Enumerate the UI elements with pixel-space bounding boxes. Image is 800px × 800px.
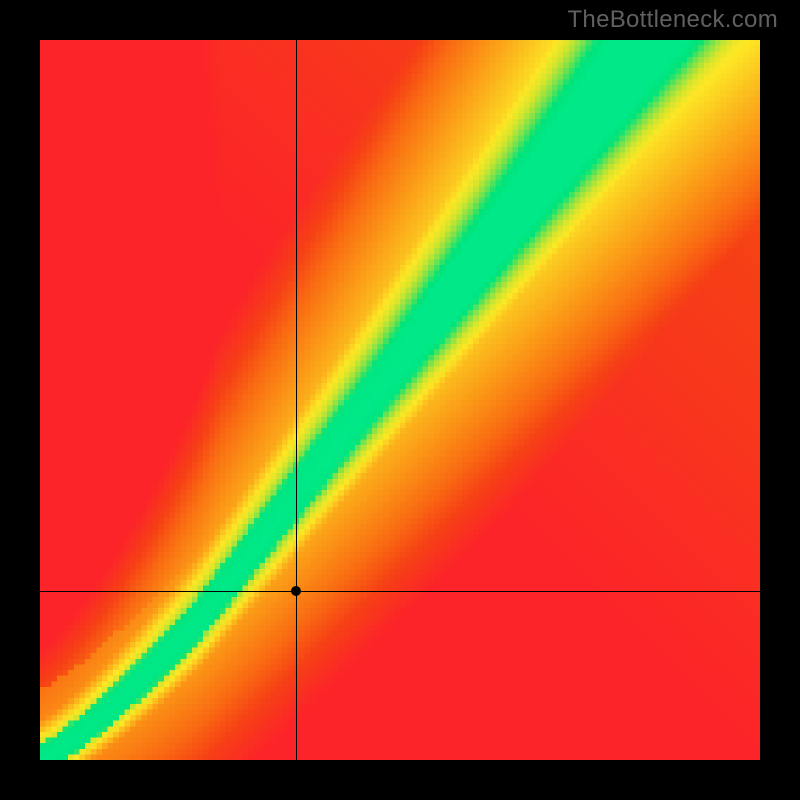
watermark-text: TheBottleneck.com xyxy=(567,6,778,34)
bottleneck-heatmap xyxy=(40,40,760,760)
crosshair-vertical xyxy=(296,40,297,760)
crosshair-horizontal xyxy=(40,591,760,592)
crosshair-marker-dot xyxy=(291,586,301,596)
